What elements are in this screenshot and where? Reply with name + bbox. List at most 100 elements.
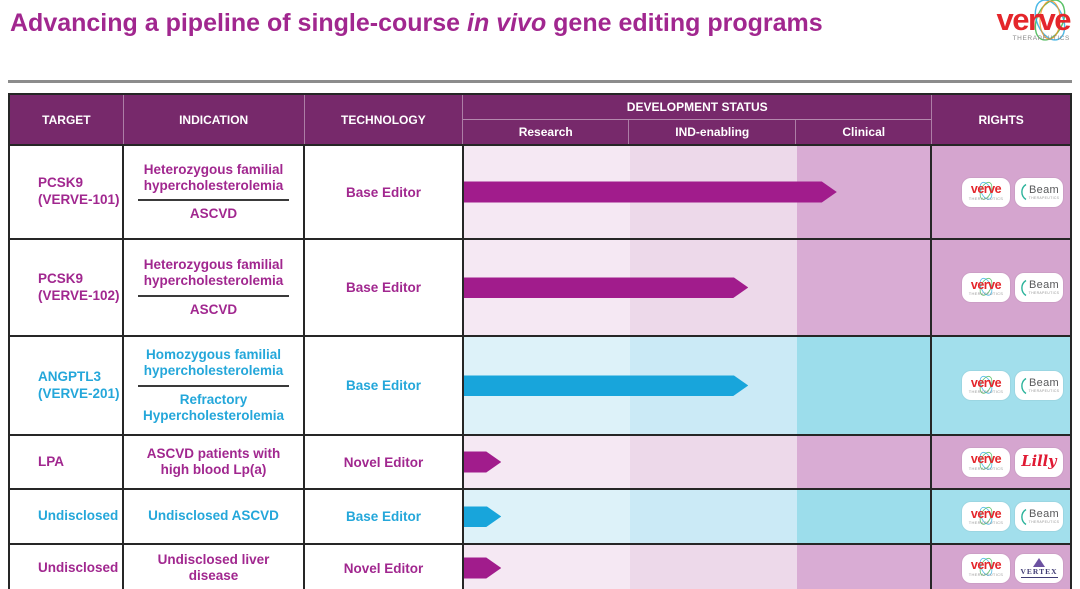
beam-logo-sub: THERAPEUTICS [1028,195,1060,200]
page-title: Advancing a pipeline of single-course in… [10,8,900,39]
progress-arrow [464,277,748,298]
verve-logo-sub: THERAPEUTICS [968,389,1004,395]
partner-logo-verve: verve THERAPEUTICS [962,447,1010,477]
ind-enabling-stripe [630,545,797,589]
development-status-cell [464,337,932,434]
title-part1: Advancing a pipeline of single-course [10,9,468,37]
progress-arrow [464,558,501,579]
beam-logo-text: Beam [1029,377,1059,389]
technology-cell: Novel Editor [305,545,464,589]
development-status-cell [464,436,932,488]
target-line: (VERVE-101) [38,192,120,207]
target-cell: LPA [10,436,124,488]
pipeline-row: Undisclosed Undisclosed ASCVD Base Edito… [10,490,1070,545]
title-part2: gene editing programs [546,9,823,37]
verve-logo-text: verve [970,182,1002,197]
vertex-logo-text: VERTEX [1020,567,1058,578]
table-body: PCSK9 (VERVE-101) Heterozygous familial h… [10,146,1070,589]
development-status-cell [464,146,932,238]
header-rights: RIGHTS [978,112,1024,127]
indication-text: Heterozygous familial hypercholesterolem… [143,257,284,289]
clinical-stripe [797,240,930,335]
title-italic: in vivo [467,9,547,37]
indication-text: ASCVD patients with high blood Lp(a) [146,445,281,477]
header-indication: INDICATION [124,95,305,144]
pipeline-row: LPA ASCVD patients with high blood Lp(a)… [10,436,1070,490]
ind-enabling-stripe [630,490,797,543]
beam-logo-sub: THERAPEUTICS [1028,520,1060,524]
beam-arc-icon [1020,508,1027,525]
pipeline-row: ANGPTL3 (VERVE-201) Homozygous familial h… [10,337,1070,436]
pipeline-row: Undisclosed Undisclosed liver disease No… [10,545,1070,589]
beam-logo-text: Beam [1029,279,1059,291]
verve-swirl-icon [979,557,993,576]
target-cell: Undisclosed [10,490,124,543]
verve-swirl-icon [979,506,993,525]
partner-logo-verve: verve THERAPEUTICS [962,273,1010,302]
beam-logo-text: Beam [1029,508,1059,520]
partner-logo-beam: Beam THERAPEUTICS [1015,273,1063,302]
partner-logo-vertex: VERTEX [1015,553,1063,583]
indication-divider [137,294,290,297]
target-cell: ANGPTL3 (VERVE-201) [10,337,124,434]
verve-logo-text: verve [970,506,1002,521]
verve-logo-sub: THERAPEUTICS [968,520,1004,526]
beam-arc-icon [1020,377,1027,394]
verve-logo-sub: THERAPEUTICS [968,291,1004,297]
rights-cell: verve THERAPEUTICS Beam THERAPEUTICS [932,337,1070,434]
partner-logo-verve: verve THERAPEUTICS [962,177,1010,207]
verve-swirl-icon [979,451,993,470]
verve-logo-text: verve [970,277,1002,292]
indication-text: Undisclosed liver disease [157,551,270,583]
verve-logo-text: verve [970,558,1002,573]
verve-logo: verve THERAPEUTICS [962,0,1071,45]
verve-swirl-icon [979,277,993,296]
lilly-logo-text: Lilly [1021,452,1057,470]
table-header: TARGET INDICATION TECHNOLOGY DEVELOPMENT… [10,95,1070,146]
header-stage-clinical: Clinical [842,125,886,139]
technology-cell: Base Editor [305,146,464,238]
indication-text: ASCVD [189,301,238,317]
header-stage-ind-enabling: IND-enabling [629,120,797,144]
verve-logo-text: verve [970,452,1002,467]
beam-arc-icon [1020,183,1027,201]
verve-logo-sub: THERAPEUTICS [968,195,1004,201]
indication-cell: Homozygous familial hypercholesterolemia… [124,337,305,434]
target-cell: PCSK9 (VERVE-102) [10,240,124,335]
beam-logo-sub: THERAPEUTICS [1028,291,1060,295]
progress-arrow [464,182,837,203]
development-status-cell [464,240,932,335]
target-line: (VERVE-201) [38,385,120,401]
partner-logo-beam: Beam THERAPEUTICS [1015,177,1063,207]
header-dev-status-title: DEVELOPMENT STATUS [463,95,932,120]
indication-cell: Heterozygous familial hypercholesterolem… [124,240,305,335]
indication-cell: ASCVD patients with high blood Lp(a) [124,436,305,488]
beam-logo-sub: THERAPEUTICS [1028,389,1060,393]
indication-text: Undisclosed ASCVD [148,508,279,524]
indication-text: Refractory Hypercholesterolemia [142,391,285,423]
partner-logo-verve: verve THERAPEUTICS [962,502,1010,531]
header-development-status: DEVELOPMENT STATUS Research IND-enabling… [463,95,933,144]
target-line: Undisclosed [38,508,119,524]
clinical-stripe [797,436,930,488]
progress-arrow [464,375,748,396]
progress-arrow [464,506,501,527]
pipeline-table: TARGET INDICATION TECHNOLOGY DEVELOPMENT… [8,93,1072,589]
rights-cell: verve THERAPEUTICS VERTEX [932,545,1070,589]
header-stages: Research IND-enabling Clinical [463,120,931,144]
clinical-stripe [797,490,930,543]
indication-text: Homozygous familial hypercholesterolemia [143,347,284,379]
rights-cell: verve THERAPEUTICS Lilly [932,436,1070,488]
header-technology: TECHNOLOGY [305,95,464,144]
clinical-stripe [797,337,930,434]
beam-logo-text: Beam [1029,183,1059,196]
header-target: TARGET [10,95,124,144]
brand-tagline: THERAPEUTICS [1012,35,1070,42]
technology-cell: Base Editor [305,240,464,335]
clinical-stripe [797,545,930,589]
indication-cell: Undisclosed ASCVD [124,490,305,543]
indication-text: Heterozygous familial hypercholesterolem… [143,161,284,193]
target-line: (VERVE-102) [38,287,120,303]
verve-logo-text: verve [970,375,1002,390]
